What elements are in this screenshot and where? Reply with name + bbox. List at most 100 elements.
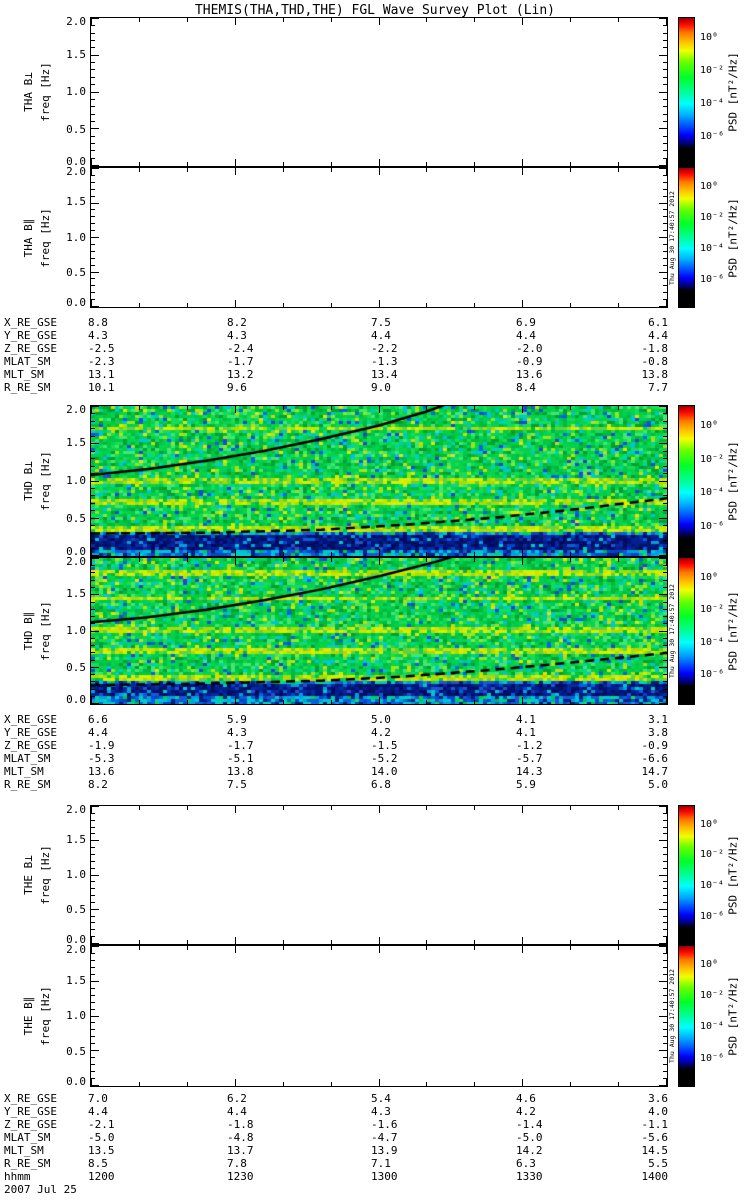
y-tick <box>663 258 667 259</box>
ann-label: X_RE_GSE <box>4 316 57 329</box>
y-tick <box>91 114 95 115</box>
y-tick <box>91 413 95 414</box>
x-tick <box>379 18 380 25</box>
x-tick <box>474 303 475 307</box>
y-tick <box>659 594 667 595</box>
colorbar-title: PSD [nT²/Hz] <box>726 976 740 1056</box>
y-tick <box>663 33 667 34</box>
y-tick <box>663 623 667 624</box>
x-tick <box>379 406 380 413</box>
y-tick <box>91 1078 95 1079</box>
y-tick <box>91 175 95 176</box>
ann-value: 13.7 <box>227 1144 254 1157</box>
colorbar-title: PSD [nT²/Hz] <box>726 441 740 521</box>
x-tick <box>331 303 332 307</box>
x-tick <box>91 558 92 565</box>
y-tick <box>91 143 95 144</box>
x-tick <box>235 300 236 307</box>
ann-value: -2.4 <box>227 342 254 355</box>
x-tick <box>139 946 140 950</box>
y-tick <box>663 1036 667 1037</box>
x-tick <box>666 18 667 25</box>
freq-tick-label: 0.0 <box>66 545 86 558</box>
x-tick <box>187 552 188 556</box>
ann-value: -4.7 <box>371 1131 398 1144</box>
y-tick <box>663 99 667 100</box>
y-tick <box>663 285 667 286</box>
y-tick <box>91 868 95 869</box>
colorbar-tick-label: 10⁰ <box>700 32 719 43</box>
y-tick <box>91 503 95 504</box>
x-tick <box>522 300 523 307</box>
y-tick <box>91 1029 95 1030</box>
colorbar <box>678 557 695 705</box>
ann-value: 13.1 <box>88 368 115 381</box>
x-tick <box>618 162 619 166</box>
x-tick <box>379 558 380 565</box>
y-tick <box>659 558 667 559</box>
x-tick <box>139 1082 140 1086</box>
y-tick <box>663 175 667 176</box>
y-tick <box>663 136 667 137</box>
colorbar-title: PSD [nT²/Hz] <box>726 52 740 132</box>
y-tick <box>663 47 667 48</box>
x-tick <box>331 946 332 950</box>
thd-bperp-spectrogram <box>91 406 667 556</box>
y-tick <box>663 540 667 541</box>
x-tick <box>379 549 380 556</box>
panel-ylabel: THD B∥ freq [Hz] <box>22 601 52 661</box>
y-tick <box>91 946 99 947</box>
y-tick <box>663 473 667 474</box>
x-tick <box>666 549 667 556</box>
y-tick <box>91 285 95 286</box>
y-tick <box>91 922 95 923</box>
x-tick <box>522 406 523 413</box>
y-tick <box>663 572 667 573</box>
y-tick <box>91 960 95 961</box>
ann-label: Z_RE_GSE <box>4 1118 57 1131</box>
x-tick <box>187 168 188 172</box>
y-tick <box>91 62 95 63</box>
y-tick <box>91 1064 95 1065</box>
y-tick <box>91 1043 95 1044</box>
x-tick <box>139 700 140 704</box>
x-tick <box>139 18 140 22</box>
x-tick <box>283 18 284 22</box>
y-tick <box>91 988 95 989</box>
ann-value: 4.6 <box>516 1092 536 1105</box>
y-tick <box>91 943 99 944</box>
x-tick <box>666 937 667 944</box>
colorbar <box>678 945 695 1087</box>
y-tick <box>663 1029 667 1030</box>
y-tick <box>659 443 667 444</box>
y-tick <box>91 1016 99 1017</box>
freq-tick-label: 1.0 <box>66 231 86 244</box>
x-tick <box>618 946 619 950</box>
y-tick <box>91 223 95 224</box>
freq-tick-label: 0.0 <box>66 296 86 309</box>
x-tick <box>235 168 236 175</box>
x-tick <box>522 946 523 953</box>
y-tick <box>91 696 95 697</box>
y-tick <box>91 555 99 556</box>
x-tick <box>570 558 571 562</box>
date-label: 2007 Jul 25 <box>4 1183 77 1196</box>
panel-the-bperp <box>90 805 668 945</box>
ann-label: R_RE_SM <box>4 1157 51 1170</box>
x-tick <box>283 940 284 944</box>
x-tick <box>379 159 380 166</box>
y-tick <box>91 258 95 259</box>
y-tick <box>91 436 95 437</box>
y-tick <box>91 936 95 937</box>
y-tick <box>663 1057 667 1058</box>
x-tick <box>91 937 92 944</box>
y-tick <box>659 806 667 807</box>
y-tick <box>663 466 667 467</box>
y-tick <box>91 840 99 841</box>
ann-value: -1.9 <box>88 739 115 752</box>
y-tick <box>91 150 95 151</box>
x-tick <box>283 303 284 307</box>
y-tick <box>91 674 95 675</box>
y-tick <box>91 92 99 93</box>
x-tick <box>235 806 236 813</box>
